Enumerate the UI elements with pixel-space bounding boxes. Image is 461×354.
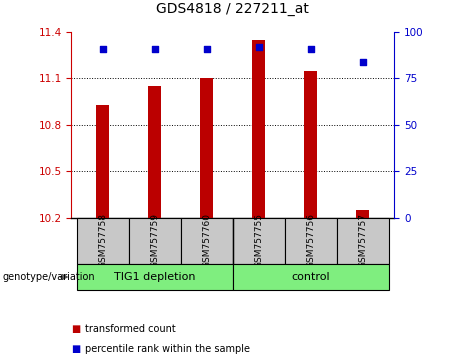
Bar <box>233 264 389 290</box>
Text: TIG1 depletion: TIG1 depletion <box>114 272 195 282</box>
Bar <box>77 264 233 290</box>
Text: GDS4818 / 227211_at: GDS4818 / 227211_at <box>156 2 309 16</box>
Text: GSM757759: GSM757759 <box>150 213 159 268</box>
Bar <box>337 218 389 264</box>
Bar <box>96 105 109 218</box>
Text: control: control <box>291 272 330 282</box>
Bar <box>233 218 285 264</box>
Text: transformed count: transformed count <box>85 324 176 334</box>
Bar <box>252 40 266 218</box>
Point <box>203 46 211 51</box>
Point <box>99 46 106 51</box>
Text: GSM757757: GSM757757 <box>358 213 367 268</box>
Text: GSM757756: GSM757756 <box>307 213 315 268</box>
Text: GSM757755: GSM757755 <box>254 213 263 268</box>
Bar <box>356 210 369 218</box>
Text: ■: ■ <box>71 344 81 354</box>
Point <box>307 46 314 51</box>
Bar <box>77 218 129 264</box>
Bar <box>200 78 213 218</box>
Bar <box>181 218 233 264</box>
Point <box>151 46 159 51</box>
Point <box>359 59 366 64</box>
Text: ■: ■ <box>71 324 81 334</box>
Bar <box>148 86 161 218</box>
Text: GSM757760: GSM757760 <box>202 213 211 268</box>
Bar <box>129 218 181 264</box>
Text: GSM757758: GSM757758 <box>98 213 107 268</box>
Point <box>255 44 262 50</box>
Bar <box>285 218 337 264</box>
Bar <box>304 70 317 218</box>
Text: percentile rank within the sample: percentile rank within the sample <box>85 344 250 354</box>
Text: genotype/variation: genotype/variation <box>2 272 95 282</box>
